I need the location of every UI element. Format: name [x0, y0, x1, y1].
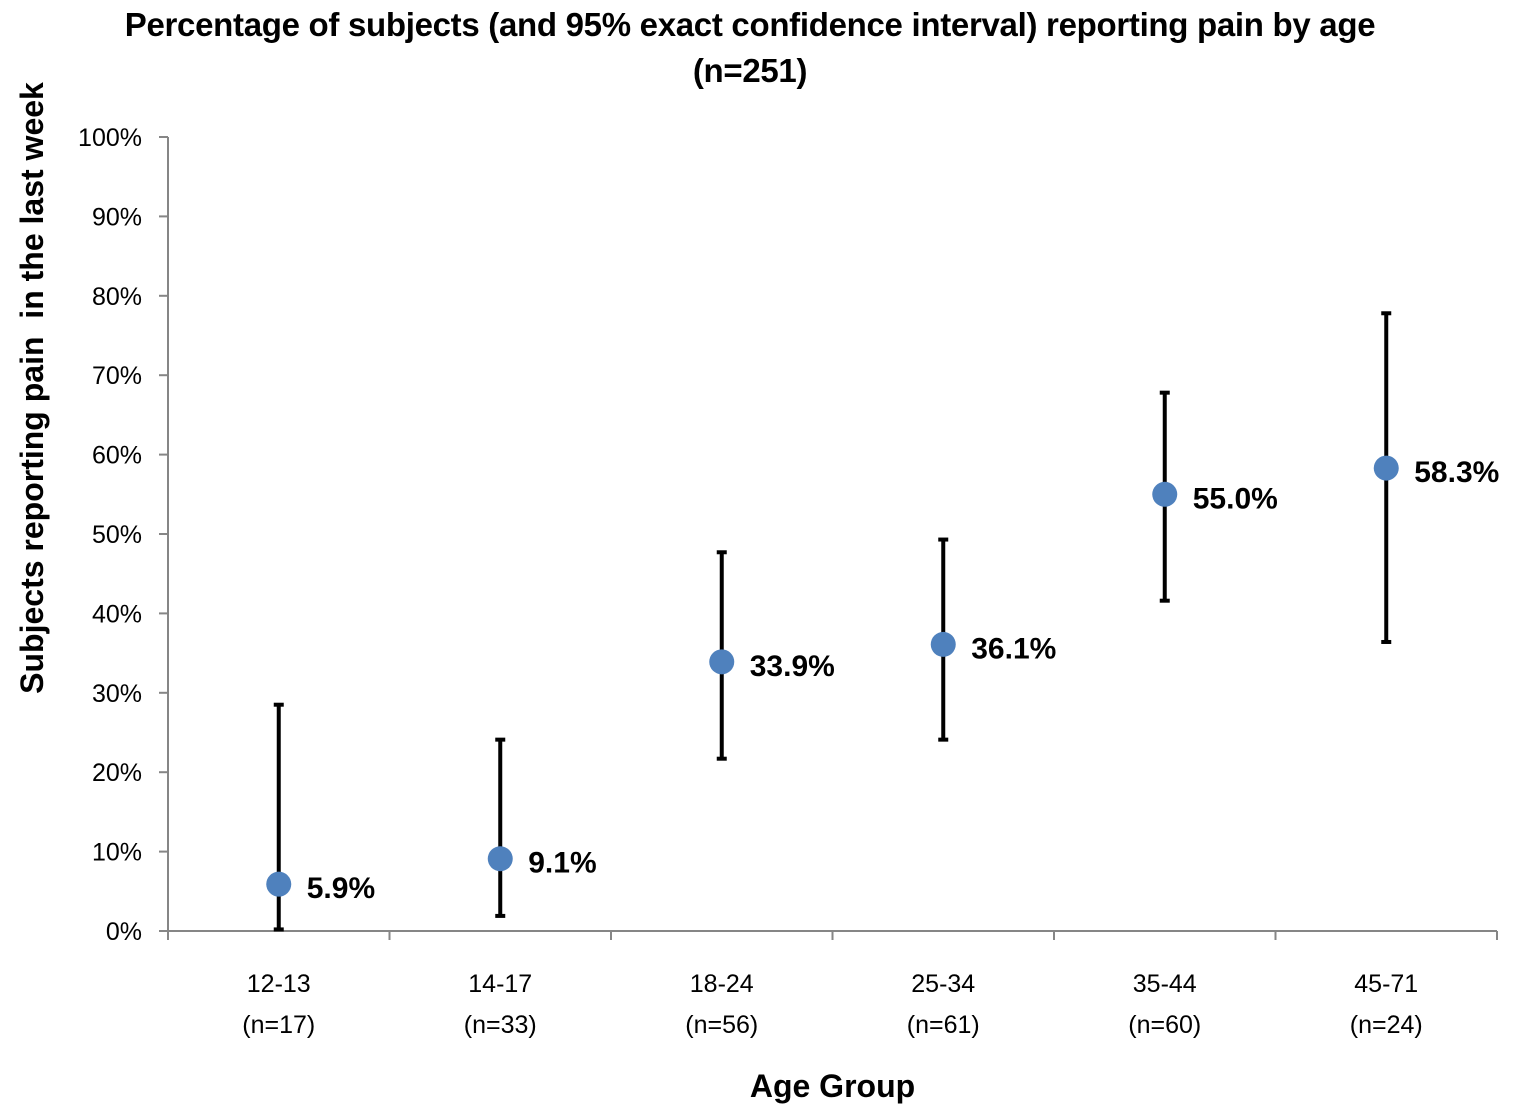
data-label: 33.9%: [750, 650, 835, 683]
x-tick-label-n: (n=61): [907, 1011, 980, 1039]
x-tick-label-range: 45-71: [1354, 970, 1418, 998]
data-label: 58.3%: [1414, 456, 1499, 489]
data-label: 36.1%: [971, 632, 1056, 665]
data-point: [1373, 455, 1399, 481]
x-tick-label-n: (n=60): [1128, 1011, 1201, 1039]
x-tick-label-range: 14-17: [468, 970, 532, 998]
y-tick-label: 0%: [106, 918, 142, 946]
x-tick-label-n: (n=17): [242, 1011, 315, 1039]
y-tick-label: 10%: [92, 839, 142, 867]
x-tick-label-n: (n=56): [685, 1011, 758, 1039]
data-point: [487, 846, 513, 872]
data-label: 9.1%: [528, 847, 596, 880]
data-point: [1152, 481, 1178, 507]
x-axis-title: Age Group: [750, 1068, 915, 1104]
y-tick-label: 70%: [92, 362, 142, 390]
data-label: 55.0%: [1193, 482, 1278, 515]
x-tick-label-range: 18-24: [690, 970, 754, 998]
data-point: [266, 871, 292, 897]
x-tick-label-n: (n=33): [464, 1011, 537, 1039]
y-tick-label: 60%: [92, 442, 142, 470]
x-tick-label-n: (n=24): [1350, 1011, 1423, 1039]
chart-title: Percentage of subjects (and 95% exact co…: [124, 6, 1376, 89]
data-point: [930, 631, 956, 657]
x-tick-label-range: 35-44: [1133, 970, 1197, 998]
y-axis-title: Subjects reporting pain in the last week: [14, 82, 50, 694]
y-tick-label: 80%: [92, 283, 142, 311]
y-tick-label: 30%: [92, 680, 142, 708]
y-tick-label: 50%: [92, 521, 142, 549]
y-tick-label: 100%: [78, 124, 142, 152]
data-point: [709, 649, 735, 675]
data-label: 5.9%: [307, 872, 375, 905]
x-tick-label-range: 25-34: [911, 970, 975, 998]
y-tick-label: 20%: [92, 759, 142, 787]
y-tick-label: 90%: [92, 203, 142, 231]
y-tick-label: 40%: [92, 600, 142, 628]
x-tick-label-range: 12-13: [247, 970, 311, 998]
